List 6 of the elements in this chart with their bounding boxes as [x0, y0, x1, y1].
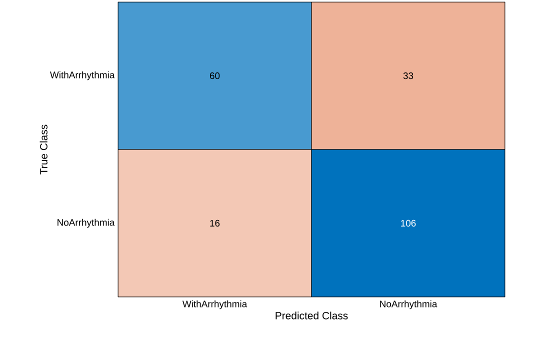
y-axis-title: True Class — [40, 124, 48, 174]
data-label: 16 — [210, 220, 220, 227]
data-label: 106 — [401, 220, 416, 227]
data-label: 33 — [403, 72, 414, 80]
data-label: 60 — [210, 72, 220, 80]
x-axis-title: Predicted Class — [276, 312, 348, 320]
